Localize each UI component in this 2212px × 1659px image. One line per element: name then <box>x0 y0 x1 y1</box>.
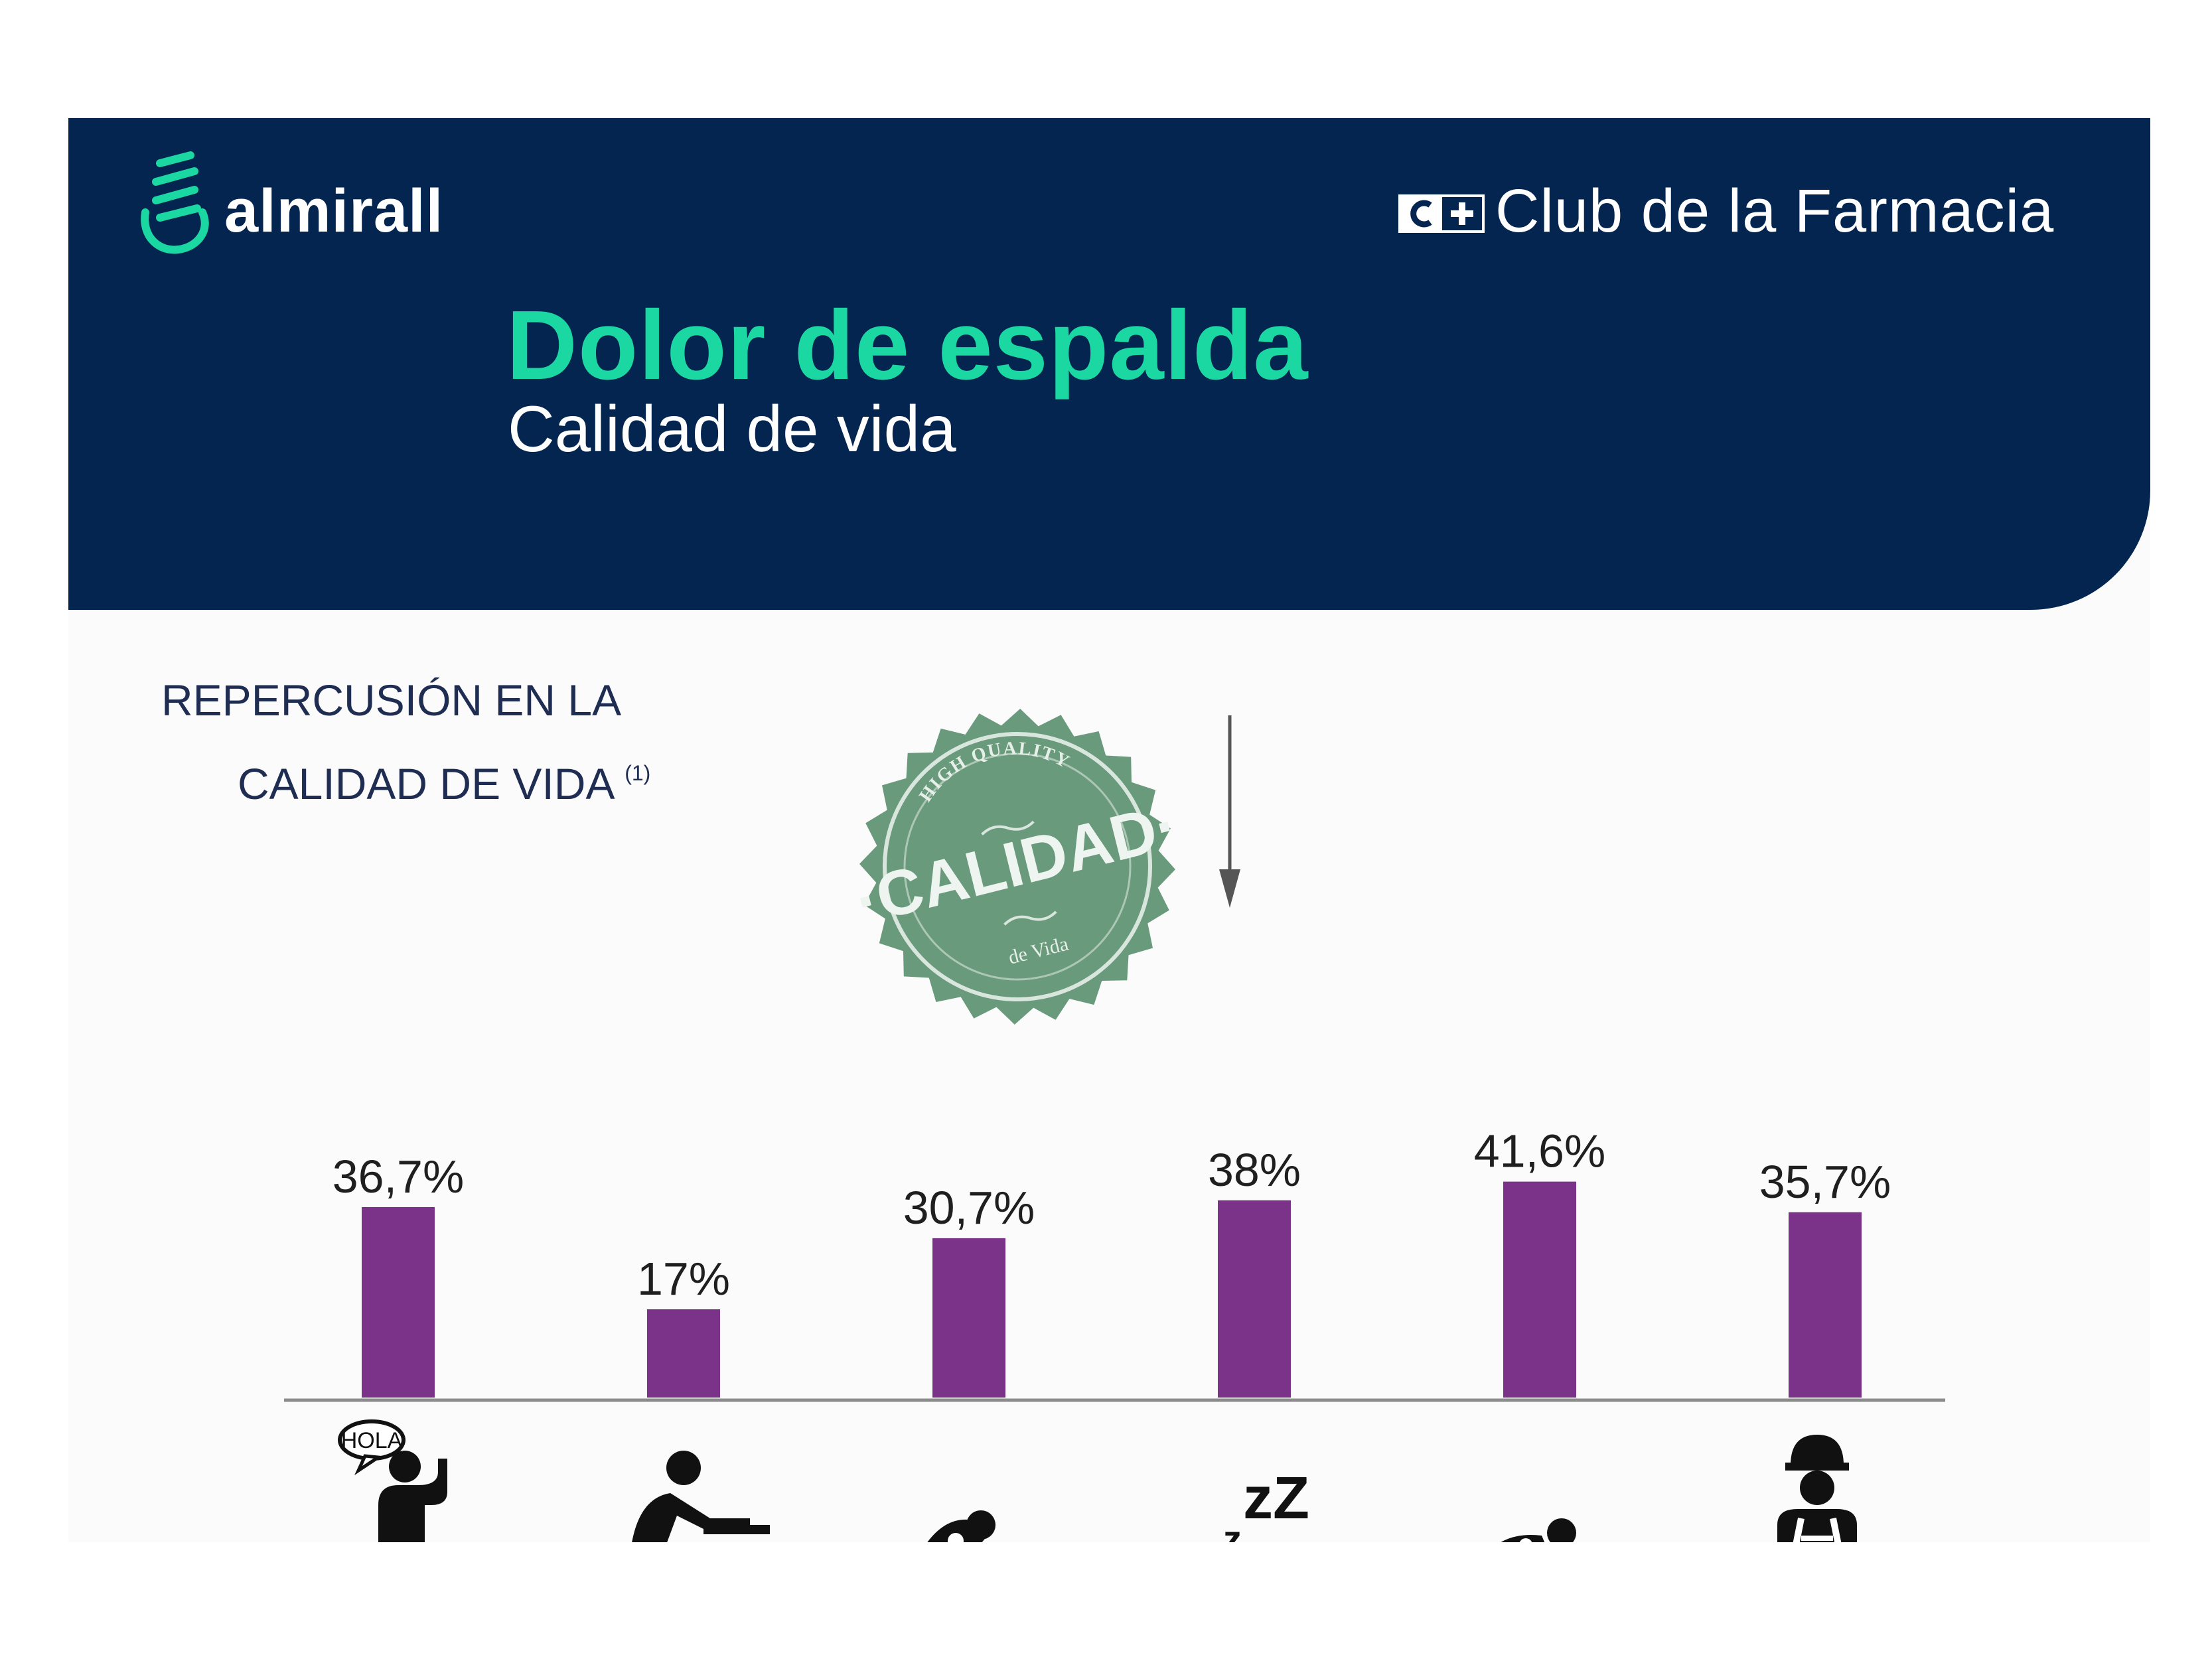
hola-text: HOLA <box>341 1428 403 1453</box>
bar-value-label-1: 36,7% <box>332 1151 464 1202</box>
page-title: Dolor de espalda <box>506 291 1309 400</box>
svg-text:z: z <box>1223 1518 1242 1542</box>
brand-name: almirall <box>224 177 444 245</box>
zzz-text: zZ <box>1243 1465 1309 1532</box>
infographic-card: almirall Club de la Farmacia Dolor de es… <box>68 118 2150 1542</box>
bar-1 <box>362 1206 435 1398</box>
bar-4 <box>1218 1200 1291 1398</box>
section-heading-line2: CALIDAD DE VIDA <box>238 759 613 808</box>
section-heading: REPERCUSIÓN EN LA CALIDAD DE VIDA (1) <box>161 664 732 820</box>
bar-5 <box>1503 1181 1576 1398</box>
almirall-logo-icon <box>141 151 209 254</box>
person-talking-icon: HOLA <box>338 1419 447 1542</box>
bar-value-label-4: 38% <box>1208 1144 1301 1196</box>
bar-2 <box>647 1309 720 1398</box>
bar-value-label-5: 41,6% <box>1474 1125 1605 1177</box>
bar-value-label-6: 35,7% <box>1759 1156 1891 1208</box>
club-name: Club de la Farmacia <box>1495 177 2055 245</box>
bar-3 <box>932 1238 1005 1398</box>
activity-icons-row: HOLA z zZ <box>338 1419 1857 1542</box>
page-subtitle: Calidad de vida <box>508 392 956 465</box>
stamp-scallop <box>859 709 1175 1025</box>
worker-hardhat-icon <box>1777 1435 1857 1542</box>
section-heading-line1: REPERCUSIÓN EN LA <box>161 676 622 725</box>
bar-chart: 36,7% 17% 30,7% 38% 41,6% 35,7% <box>284 1125 1945 1402</box>
person-lying-icon <box>1501 1518 1576 1542</box>
header-banner: almirall Club de la Farmacia Dolor de es… <box>68 118 2150 610</box>
quality-stamp-icon: HIGH QUALITY ·CALIDAD· de Vida <box>848 709 1185 1025</box>
person-leaning-icon <box>632 1451 770 1542</box>
c-plus-badge-icon <box>1398 194 1485 233</box>
person-bending-icon <box>927 1510 995 1542</box>
down-arrow-icon <box>1219 715 1240 908</box>
sleep-zzz-icon: z zZ <box>1223 1465 1309 1542</box>
bar-6 <box>1789 1212 1862 1398</box>
footnote-marker: (1) <box>625 761 651 785</box>
bar-value-label-2: 17% <box>637 1253 730 1305</box>
bar-value-label-3: 30,7% <box>903 1182 1035 1234</box>
